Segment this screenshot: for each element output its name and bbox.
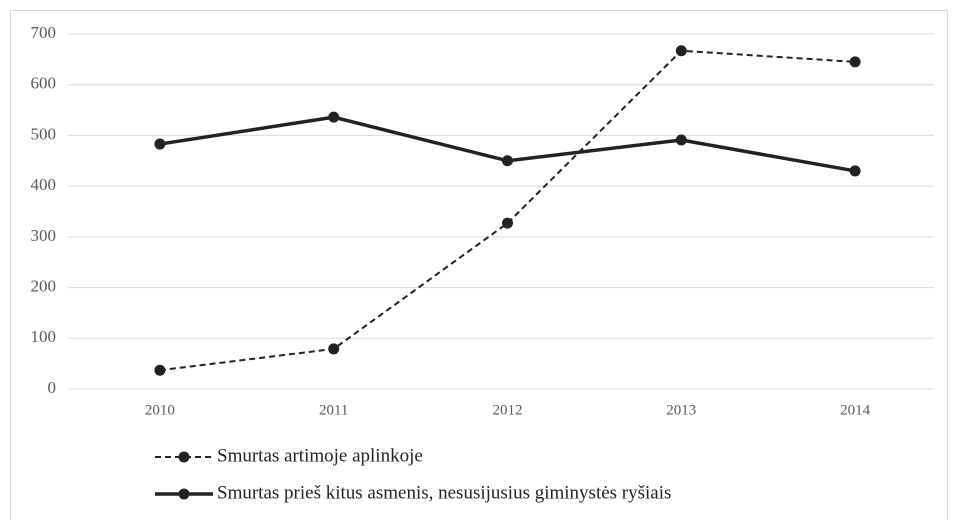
y-tick-label: 400 [31, 175, 57, 194]
series-marker [675, 134, 687, 146]
x-tick-label: 2013 [666, 402, 696, 418]
y-tick-label: 0 [48, 378, 57, 397]
y-tick-label: 700 [31, 23, 57, 42]
series-marker [675, 45, 687, 57]
x-tick-label: 2011 [319, 402, 348, 418]
series-marker [154, 138, 166, 150]
y-tick-label: 300 [31, 226, 57, 245]
legend: Smurtas artimoje aplinkoje Smurtas prieš … [155, 445, 671, 503]
series-marker [328, 343, 340, 355]
series-marker [502, 217, 513, 229]
series-marker [154, 364, 166, 376]
y-tick-label: 500 [31, 124, 57, 143]
series-line [159, 49, 856, 372]
x-tick-label: 2012 [493, 402, 523, 418]
legend-marker [178, 488, 190, 500]
series-marker [328, 111, 340, 123]
series-marker [849, 56, 861, 68]
y-tick-label: 200 [31, 276, 57, 295]
y-tick-label: 600 [31, 74, 57, 93]
legend-label: Smurtas artimoje aplinkoje [217, 445, 423, 466]
y-tick-label: 100 [31, 327, 57, 346]
legend-marker [178, 451, 190, 463]
x-tick-label: 2014 [840, 402, 871, 418]
legend-label: Smurtas prieš kitus asmenis, nesusijusiu… [217, 482, 671, 503]
chart-frame [10, 10, 948, 520]
series-marker [849, 165, 861, 177]
x-tick-label: 2010 [145, 402, 175, 418]
series-marker [502, 155, 513, 167]
